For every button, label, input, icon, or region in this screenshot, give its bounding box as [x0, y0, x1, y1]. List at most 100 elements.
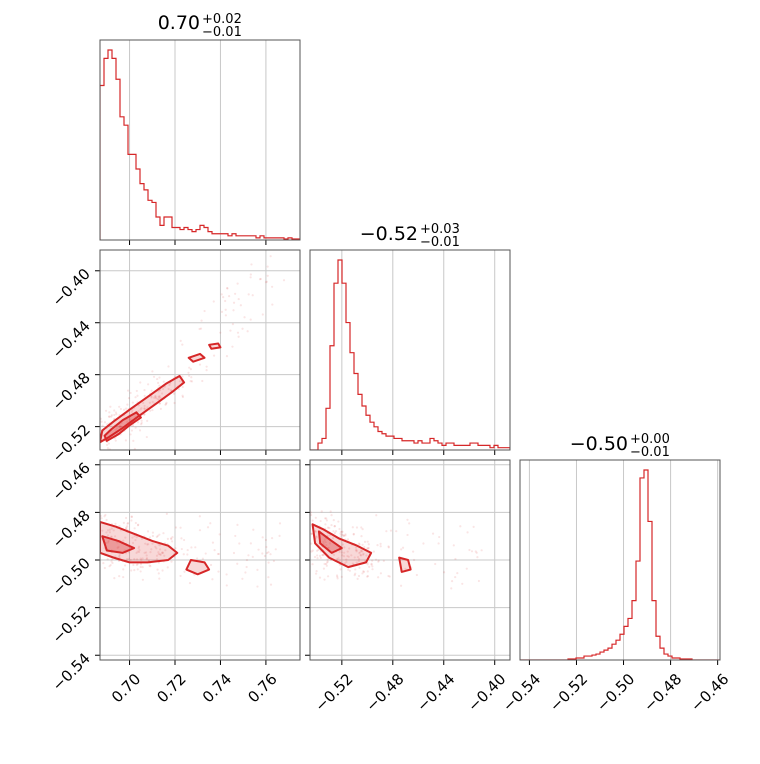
- sample-point: [130, 569, 133, 572]
- sample-point: [114, 439, 117, 442]
- sample-point: [357, 559, 360, 563]
- sample-point: [379, 572, 382, 575]
- sample-point: [133, 557, 136, 561]
- sample-point: [174, 547, 177, 550]
- sample-point: [165, 402, 168, 405]
- sample-point: [116, 546, 119, 549]
- sample-point: [139, 570, 142, 573]
- sample-point: [331, 537, 335, 540]
- sample-point: [323, 538, 326, 542]
- sample-point: [117, 545, 120, 549]
- sample-point: [356, 577, 359, 580]
- sample-point: [154, 396, 158, 400]
- sample-point: [371, 559, 374, 562]
- sample-point: [216, 552, 220, 556]
- sample-point: [379, 542, 382, 546]
- density-contour: [398, 556, 412, 573]
- sample-point: [87, 440, 89, 442]
- sample-point: [370, 563, 373, 566]
- sample-point: [145, 554, 148, 557]
- sample-point: [315, 572, 318, 575]
- sample-point: [265, 551, 269, 555]
- sample-point: [343, 546, 346, 549]
- sample-point: [212, 354, 216, 357]
- sample-point: [115, 427, 119, 430]
- sample-point: [340, 533, 343, 536]
- sample-point: [328, 542, 332, 545]
- sample-point: [154, 545, 157, 548]
- sample-point: [361, 528, 364, 531]
- sample-point: [168, 383, 171, 387]
- sample-point: [140, 421, 143, 425]
- sample-point: [107, 415, 111, 418]
- sample-point: [422, 542, 425, 545]
- sample-point: [157, 381, 160, 384]
- sample-point: [259, 277, 262, 281]
- sample-point: [180, 537, 183, 540]
- sample-point: [326, 526, 330, 529]
- sample-point: [199, 327, 203, 330]
- sample-point: [126, 420, 129, 424]
- sample-point: [332, 530, 335, 533]
- sample-point: [127, 389, 130, 392]
- sample-point: [360, 534, 363, 538]
- sample-point: [149, 564, 152, 568]
- sample-point: [165, 512, 168, 515]
- sample-point: [354, 546, 358, 549]
- sample-point: [322, 567, 326, 570]
- sample-point: [114, 411, 118, 414]
- axes-frame: [309, 459, 511, 661]
- sample-point: [342, 534, 345, 537]
- sample-point: [115, 413, 118, 416]
- sample-point: [209, 563, 213, 567]
- sample-point: [358, 566, 361, 569]
- sample-point: [149, 551, 152, 554]
- sample-point: [236, 282, 239, 285]
- sample-point: [139, 565, 142, 569]
- sample-point: [251, 294, 254, 297]
- sample-point: [251, 555, 254, 558]
- sample-point: [229, 329, 232, 332]
- sample-point: [186, 553, 189, 556]
- sample-point: [313, 555, 317, 559]
- sample-point: [166, 566, 169, 569]
- sample-point: [437, 542, 440, 545]
- sample-point: [354, 568, 357, 571]
- sample-point: [232, 551, 236, 555]
- sample-point: [110, 414, 113, 417]
- sample-point: [131, 401, 134, 404]
- sample-point: [155, 547, 158, 550]
- sample-point: [350, 554, 353, 557]
- sample-point: [130, 429, 134, 432]
- sample-point: [224, 299, 227, 303]
- sample-point: [90, 549, 92, 551]
- sample-point: [339, 535, 342, 538]
- title-minus-param-1: −0.01: [202, 25, 242, 40]
- sample-point: [136, 394, 139, 397]
- sample-point: [319, 519, 322, 523]
- sample-point: [250, 263, 253, 266]
- sample-point: [329, 510, 332, 513]
- sample-point: [148, 401, 152, 404]
- sample-point: [325, 519, 328, 522]
- sample-point: [143, 413, 146, 416]
- sample-point: [143, 407, 146, 410]
- sample-point: [147, 383, 150, 386]
- x-tick-label: −0.44: [413, 670, 458, 715]
- sample-point: [134, 521, 137, 525]
- sample-point: [154, 395, 157, 398]
- sample-point: [252, 528, 255, 531]
- sample-point: [113, 576, 116, 580]
- sample-point: [343, 562, 347, 565]
- sample-point: [342, 534, 346, 537]
- sample-point: [118, 555, 121, 558]
- sample-point: [465, 567, 468, 570]
- sample-point: [249, 273, 252, 276]
- sample-point: [139, 557, 142, 560]
- sample-point: [124, 536, 127, 539]
- sample-point: [249, 542, 252, 545]
- sample-point: [142, 401, 145, 405]
- sample-point: [311, 519, 314, 522]
- sample-point: [107, 539, 110, 543]
- sample-point: [135, 551, 138, 555]
